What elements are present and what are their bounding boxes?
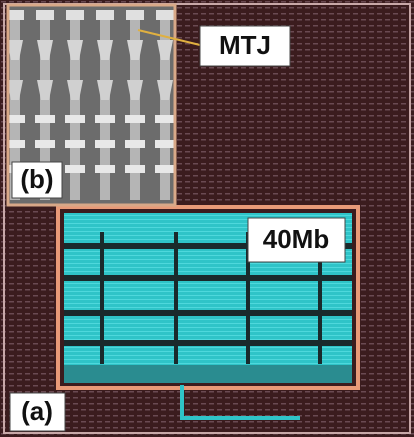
main-label: (a) (21, 396, 53, 426)
inset-label: (b) (20, 164, 53, 194)
capacity-label: 40Mb (263, 224, 329, 254)
die-photo: 40Mb (b) MTJ (a) (0, 0, 414, 437)
page: 40Mb (b) MTJ (a) (() => { const data = J… (0, 0, 414, 437)
mtj-label: MTJ (219, 30, 271, 60)
periphery (64, 365, 352, 383)
